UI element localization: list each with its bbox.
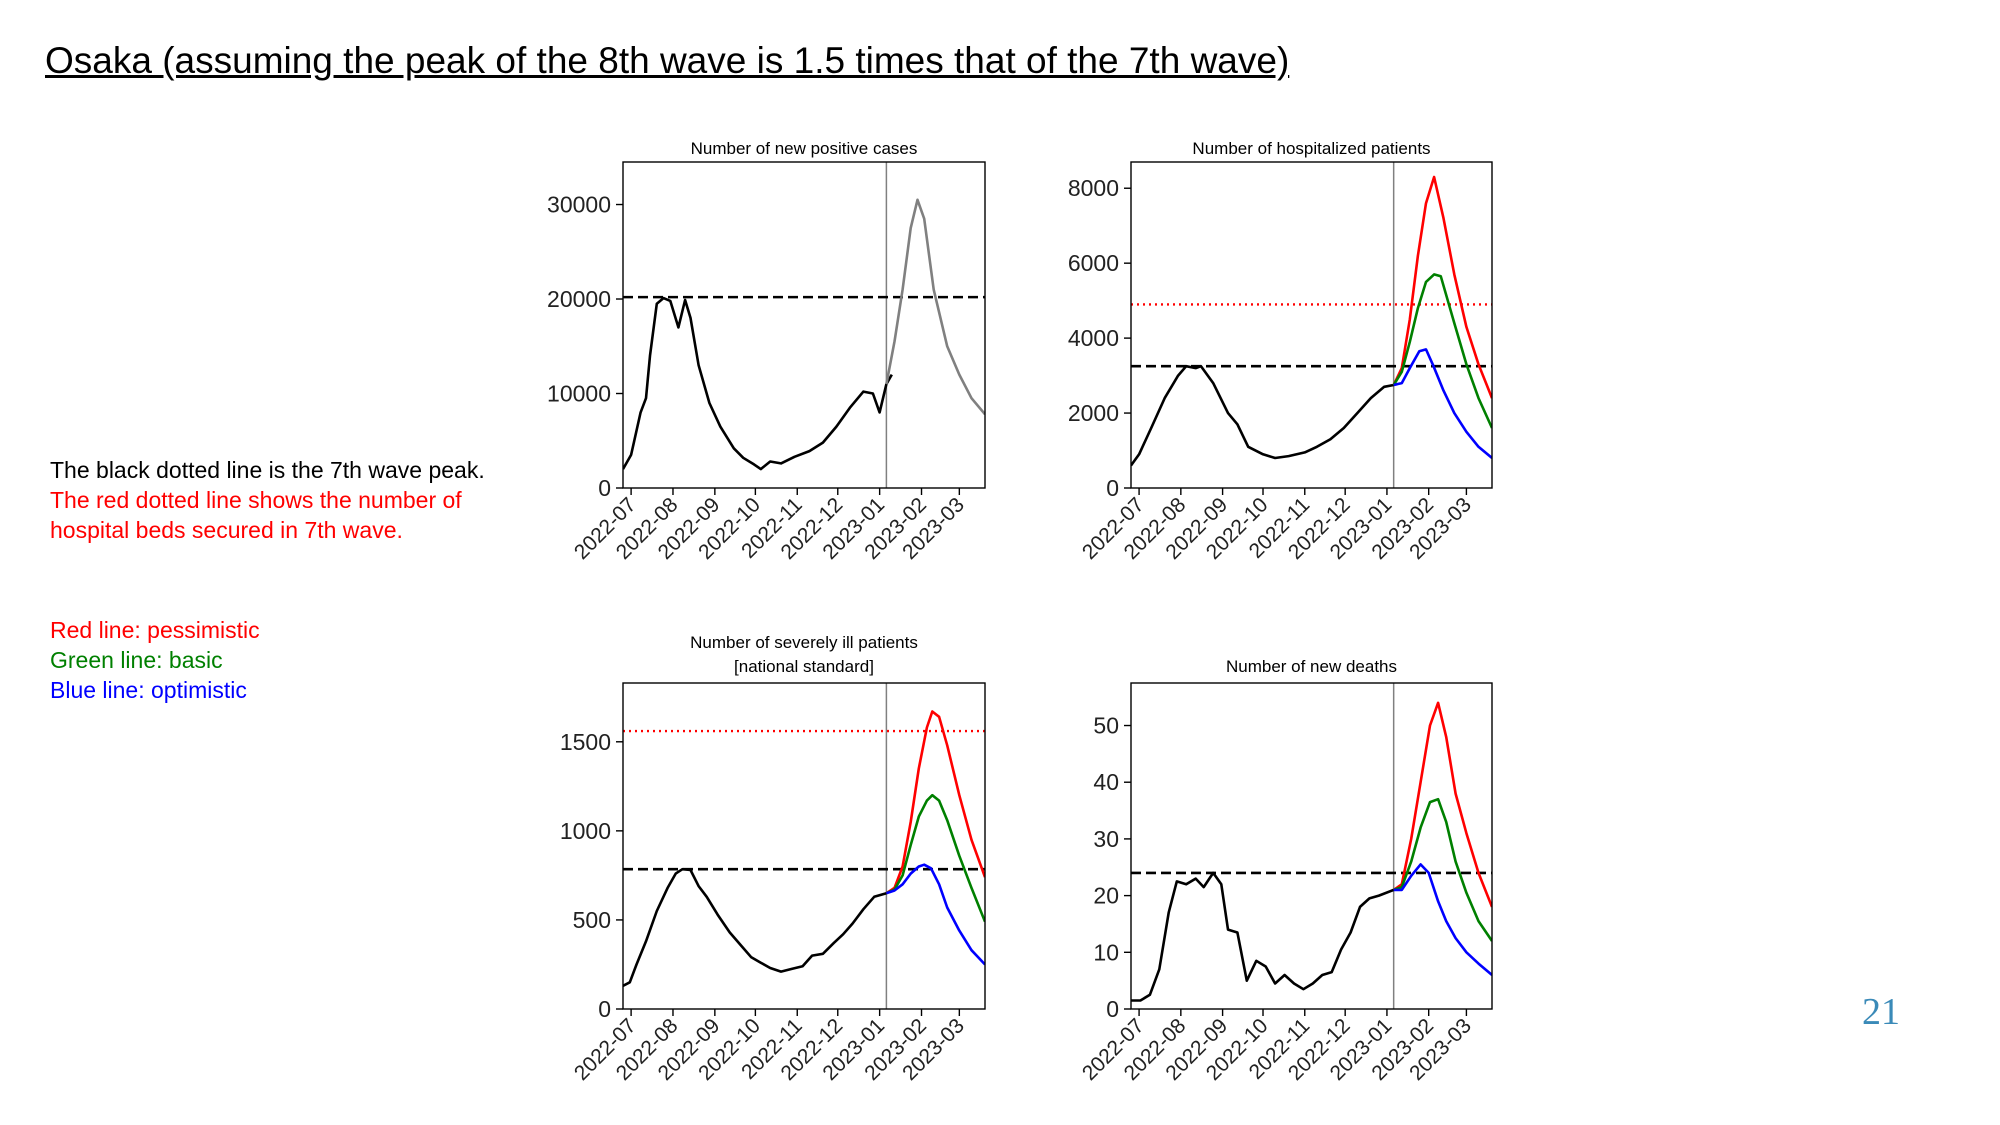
legend-note-red: Red line: pessimistic (50, 617, 260, 643)
y-tick-label: 0 (598, 475, 611, 501)
series-line-2 (1392, 175, 1492, 399)
chart-panel-4: Number of new deaths010203040502022-0720… (1078, 657, 1493, 1085)
chart-panel-3: Number of severely ill patients [national… (560, 633, 986, 1085)
series-line-2 (885, 710, 985, 895)
chart-title: Number of new deaths (1226, 657, 1397, 676)
series-line-1 (623, 867, 887, 987)
y-tick-label: 20000 (547, 286, 611, 312)
note-red-line-1: The red dotted line shows the number of (50, 487, 462, 513)
y-tick-label: 30 (1093, 826, 1119, 852)
series-line-1 (1131, 364, 1394, 467)
chart-notes: The black dotted line is the 7th wave pe… (50, 455, 485, 545)
chart-title: Number of hospitalized patients (1192, 139, 1430, 158)
y-tick-label: 0 (1106, 996, 1119, 1022)
series-line-3 (1393, 797, 1492, 942)
series-line-4 (1393, 348, 1492, 460)
page-number: 21 (1862, 991, 1900, 1033)
plot-area (1131, 683, 1492, 1009)
note-black-line: The black dotted line is the 7th wave pe… (50, 457, 485, 483)
y-tick-label: 8000 (1068, 175, 1119, 201)
y-tick-label: 1000 (560, 818, 611, 844)
chart-panel-1: Number of new positive cases 0 10000 20000 3… (547, 139, 986, 564)
chart-title: Number of severely ill patients (690, 633, 918, 652)
legend-note-green: Green line: basic (50, 647, 223, 673)
chart-subtitle: [national standard] (734, 657, 874, 676)
plot-area (623, 683, 985, 1009)
plot-area (623, 162, 985, 488)
series-line-1 (1131, 871, 1395, 1002)
y-tick-label: 50 (1093, 713, 1119, 739)
legend-note-blue: Blue line: optimistic (50, 677, 247, 703)
slide-title: Osaka (assuming the peak of the 8th wave… (45, 40, 1290, 81)
series-line-3 (1392, 273, 1492, 429)
y-tick-label: 6000 (1068, 250, 1119, 276)
series-line-2 (1392, 701, 1492, 908)
series-line-4 (1393, 863, 1492, 976)
y-tick-label: 40 (1093, 769, 1119, 795)
series-line-4 (885, 863, 985, 966)
y-tick-label: 30000 (547, 192, 611, 218)
chart-title: Number of new positive cases (691, 139, 918, 158)
y-tick-label: 500 (573, 907, 611, 933)
y-tick-label: 20 (1093, 883, 1119, 909)
note-red-line-2: hospital beds secured in 7th wave. (50, 517, 403, 543)
plot-frame (622, 682, 986, 1010)
plot-area (1131, 162, 1492, 488)
y-tick-label: 2000 (1068, 400, 1119, 426)
plot-frame (1130, 161, 1493, 489)
series-line-2 (885, 198, 985, 416)
series-line-1 (623, 296, 893, 471)
plot-frame (622, 161, 986, 489)
y-tick-label: 0 (1106, 475, 1119, 501)
chart-panel-2: Number of hospitalized patients 0 2000 4000… (1068, 139, 1493, 564)
y-tick-label: 0 (598, 996, 611, 1022)
y-tick-label: 10000 (547, 381, 611, 407)
plot-frame (1130, 682, 1493, 1010)
y-tick-label: 10 (1093, 939, 1119, 965)
y-tick-label: 1500 (560, 729, 611, 755)
y-tick-label: 4000 (1068, 325, 1119, 351)
series-line-3 (885, 793, 985, 923)
line-legend-notes: Red line: pessimistic Green line: basic … (50, 615, 260, 705)
